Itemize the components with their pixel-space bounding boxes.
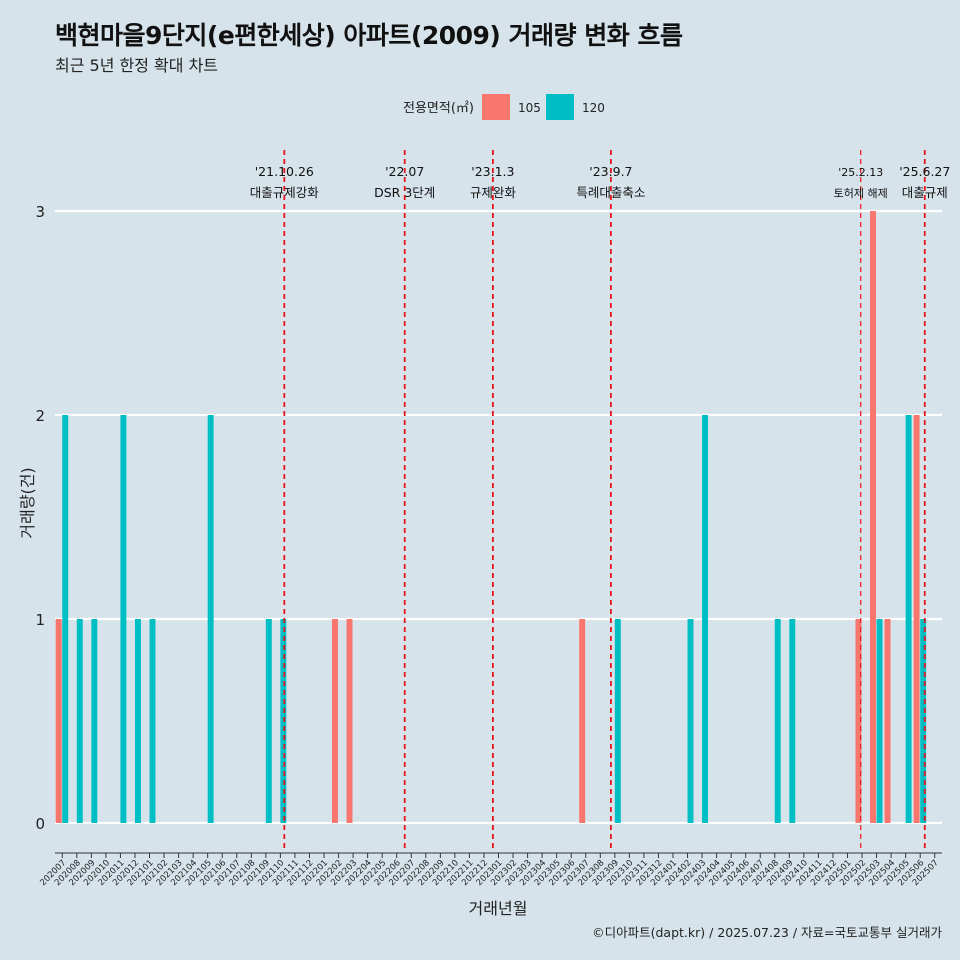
bar-120-202007	[62, 415, 69, 823]
bars	[55, 211, 927, 823]
y-tick-label: 2	[35, 407, 45, 425]
event-label: 규제완화	[470, 185, 517, 200]
bar-105-202506	[913, 415, 920, 823]
event-label: 대출규제	[902, 185, 948, 200]
bar-105-202503	[870, 211, 876, 823]
bar-105-202203	[346, 619, 353, 823]
bar-120-202109	[265, 619, 272, 823]
event-date: '22.07	[385, 164, 424, 179]
bar-120-202012	[134, 619, 141, 823]
x-axis: 2020072020082020092020102020112020122021…	[38, 852, 942, 888]
bar-105-202502	[855, 619, 862, 823]
y-tick-label: 1	[35, 611, 45, 629]
bar-120-202409	[789, 619, 796, 823]
bar-120-202503	[876, 619, 883, 823]
event-label: 토허제 해제	[834, 186, 888, 200]
legend-label-105: 105	[518, 101, 541, 115]
event-label: 특례대출축소	[576, 185, 645, 200]
event-label: 대출규제강화	[250, 185, 320, 200]
bar-120-202403	[702, 415, 709, 823]
event-date: '21.10.26	[255, 164, 314, 179]
bar-105-202504	[884, 619, 891, 823]
bar-105-202202	[332, 619, 338, 823]
bar-120-202402	[687, 619, 694, 823]
legend-swatch-105	[482, 94, 510, 120]
bar-120-202008	[76, 619, 83, 823]
legend-title: 전용면적(㎡)	[403, 101, 474, 116]
event-date: '23.1.3	[471, 164, 514, 179]
bar-105-202007	[55, 619, 62, 823]
bar-120-202101	[149, 619, 156, 823]
bar-120-202505	[905, 415, 912, 823]
y-tick-label: 3	[35, 203, 45, 221]
event-markers: '21.10.26 대출규제강화 '22.07 DSR 3단계 '23.1.3 규제완화 '…	[250, 150, 950, 850]
bar-105-202307	[579, 619, 586, 823]
event-date: '25.6.27	[899, 164, 950, 179]
event-date: '25.2.13	[838, 166, 883, 179]
chart-subtitle: 최근 5년 한정 확대 차트	[55, 56, 219, 75]
bar-120-202110	[280, 619, 287, 823]
bar-120-202506	[920, 619, 927, 823]
chart-title: 백현마을9단지(e편한세상) 아파트(2009) 거래량 변화 흐름	[55, 21, 683, 50]
gridlines	[55, 209, 942, 825]
bar-120-202105	[207, 415, 214, 823]
source-caption: ©디아파트(dapt.kr) / 2025.07.23 / 자료=국토교통부 실…	[592, 925, 942, 940]
y-axis: 0 1 2 3	[35, 203, 45, 833]
bar-120-202011	[120, 415, 127, 823]
x-axis-label: 거래년월	[469, 899, 528, 918]
legend: 전용면적(㎡) 105 120	[403, 94, 605, 120]
y-axis-label: 거래량(건)	[18, 467, 37, 538]
event-date: '23.9.7	[589, 164, 632, 179]
y-tick-label: 0	[35, 815, 45, 833]
bar-120-202009	[91, 619, 98, 823]
event-label: DSR 3단계	[374, 185, 435, 200]
legend-swatch-120	[546, 94, 574, 120]
legend-label-120: 120	[582, 101, 605, 115]
bar-120-202408	[774, 619, 781, 823]
bar-120-202309	[614, 619, 621, 823]
